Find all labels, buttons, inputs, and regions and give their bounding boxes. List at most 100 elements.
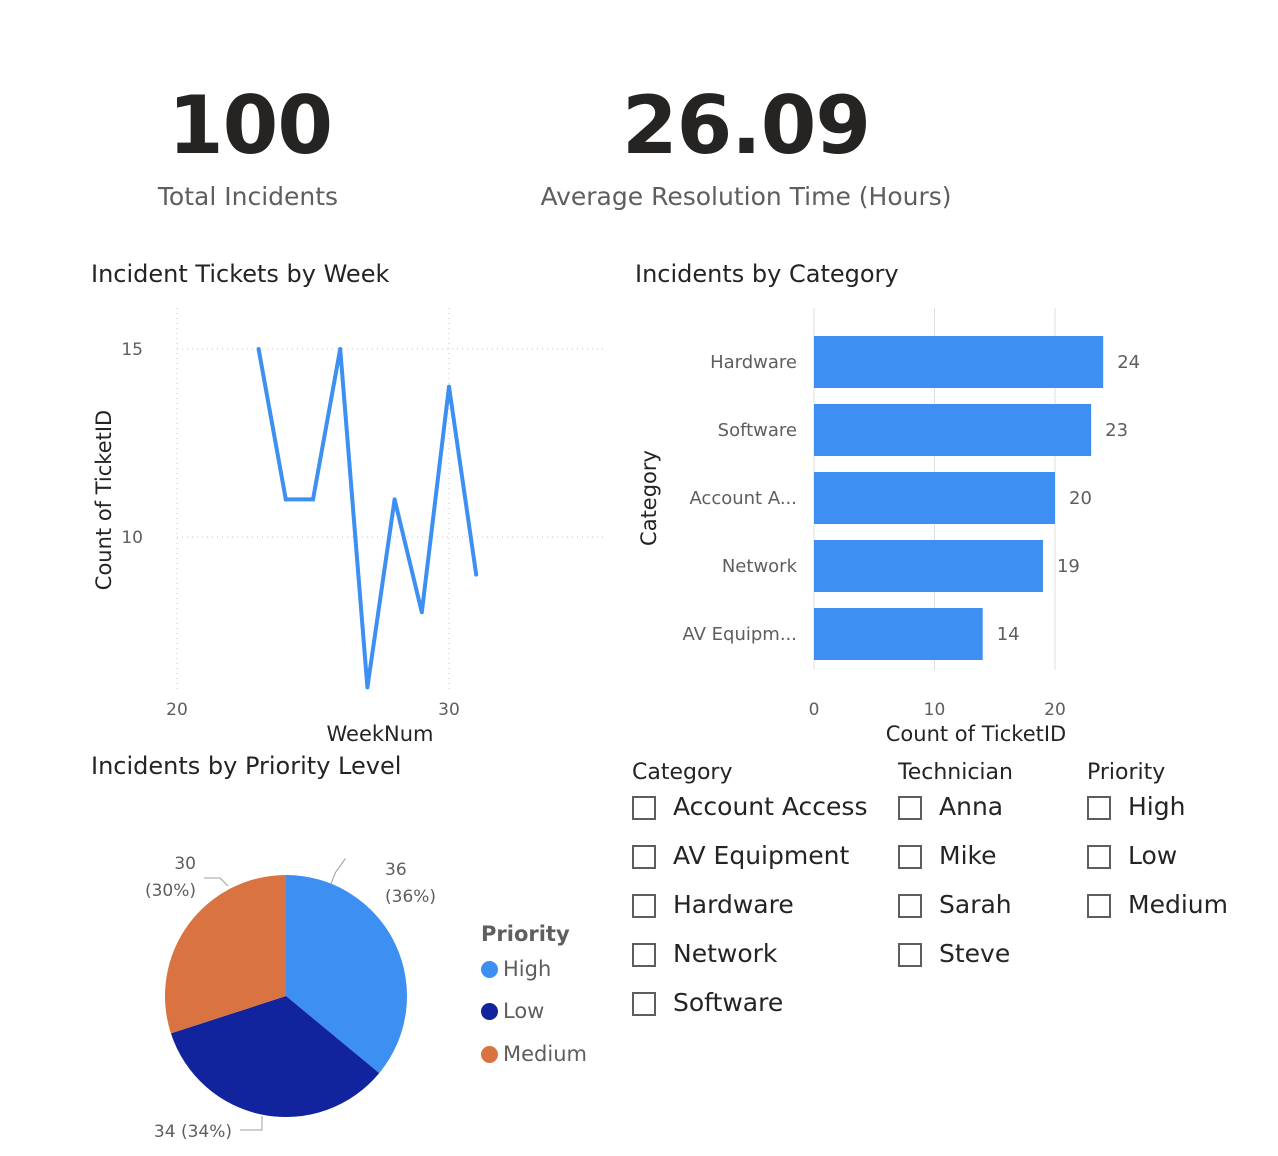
data-label: 24 xyxy=(1117,352,1140,373)
checkbox-icon[interactable] xyxy=(898,845,922,869)
line-point[interactable] xyxy=(447,384,451,389)
pie-data-label: (36%) xyxy=(385,887,436,907)
pie-data-label: 30 xyxy=(174,854,196,874)
slicer-item-label: Steve xyxy=(939,939,1011,968)
slicer-item-label: Low xyxy=(1128,841,1178,870)
slicer-item-label: Network xyxy=(673,939,778,968)
slicer-technician-header: Technician xyxy=(898,760,1013,785)
line-point[interactable] xyxy=(365,685,370,690)
line-point[interactable] xyxy=(338,347,343,351)
slicer-item-network[interactable]: Network xyxy=(632,939,867,988)
slicer-item-high[interactable]: High xyxy=(1087,792,1228,841)
slicer-item-account-access[interactable]: Account Access xyxy=(632,792,867,841)
slicer-item-low[interactable]: Low xyxy=(1087,841,1228,890)
kpi-label-total-incidents: Total Incidents xyxy=(157,182,339,211)
slicer-category[interactable]: Category Account Access AV Equipment Har… xyxy=(632,760,867,1037)
pie-chart-title: Incidents by Priority Level xyxy=(91,752,402,780)
slicer-technician[interactable]: Technician Anna Mike Sarah Steve xyxy=(898,760,1013,988)
pie-data-label: (30%) xyxy=(145,881,196,901)
slicer-priority[interactable]: Priority High Low Medium xyxy=(1087,760,1228,939)
checkbox-icon[interactable] xyxy=(632,943,656,967)
line-chart-title: Incident Tickets by Week xyxy=(91,260,390,288)
slicer-item-label: High xyxy=(1128,792,1186,821)
line-chart[interactable]: 20 30 10 15 WeekNum Count of TicketID xyxy=(80,300,610,755)
slicer-item-label: AV Equipment xyxy=(673,841,850,870)
x-tick-label: 20 xyxy=(166,700,188,720)
pie-leader-line xyxy=(204,877,229,887)
x-tick-label: 0 xyxy=(809,700,820,720)
x-tick-label: 20 xyxy=(1044,700,1066,720)
checkbox-icon[interactable] xyxy=(898,894,922,918)
y-tick-label: 10 xyxy=(121,528,143,548)
legend-dot-medium xyxy=(481,1045,498,1063)
slicer-item-mike[interactable]: Mike xyxy=(898,841,1013,890)
category-label: Software xyxy=(718,420,797,441)
pie-chart[interactable]: 36 (36%) 34 (34%) 30 (30%) xyxy=(80,790,480,1156)
slicer-item-medium[interactable]: Medium xyxy=(1087,890,1228,939)
slicer-item-software[interactable]: Software xyxy=(632,988,867,1037)
line-series[interactable] xyxy=(256,348,479,688)
pie-legend-title: Priority xyxy=(481,922,570,946)
checkbox-icon[interactable] xyxy=(1087,796,1111,820)
slicer-item-label: Sarah xyxy=(939,890,1012,919)
slicer-item-sarah[interactable]: Sarah xyxy=(898,890,1013,939)
pie-data-label: 34 (34%) xyxy=(154,1122,232,1142)
bar[interactable] xyxy=(814,336,1104,388)
data-label: 19 xyxy=(1057,556,1080,577)
legend-item-high[interactable]: High xyxy=(481,957,551,981)
slicer-item-av-equipment[interactable]: AV Equipment xyxy=(632,841,867,890)
checkbox-icon[interactable] xyxy=(898,796,922,820)
kpi-label-avg-resolution: Average Resolution Time (Hours) xyxy=(540,182,952,211)
category-label: AV Equipm... xyxy=(682,624,797,645)
slicer-priority-header: Priority xyxy=(1087,760,1166,785)
slicer-item-steve[interactable]: Steve xyxy=(898,939,1013,988)
y-axis-title: Category xyxy=(637,450,661,546)
pie-leader-line xyxy=(240,1116,263,1131)
x-axis-title: WeekNum xyxy=(326,722,433,746)
slicer-item-label: Hardware xyxy=(673,890,794,919)
bar[interactable] xyxy=(814,404,1092,456)
checkbox-icon[interactable] xyxy=(632,894,656,918)
line-point[interactable] xyxy=(283,497,288,502)
line-point[interactable] xyxy=(392,497,397,502)
checkbox-icon[interactable] xyxy=(632,796,656,820)
line-point[interactable] xyxy=(256,347,261,351)
x-tick-label: 30 xyxy=(438,700,460,720)
bar[interactable] xyxy=(814,472,1055,524)
legend-item-low[interactable]: Low xyxy=(481,999,544,1023)
legend-dot-high xyxy=(481,960,498,978)
x-tick-label: 10 xyxy=(924,700,946,720)
pie-slice-high[interactable] xyxy=(286,875,407,1074)
bar[interactable] xyxy=(814,608,983,660)
checkbox-icon[interactable] xyxy=(1087,894,1111,918)
slicer-category-header: Category xyxy=(632,760,733,785)
checkbox-icon[interactable] xyxy=(898,943,922,967)
bar[interactable] xyxy=(814,540,1043,592)
legend-dot-low xyxy=(481,1002,498,1020)
category-label: Network xyxy=(722,556,798,577)
legend-item-medium[interactable]: Medium xyxy=(481,1042,587,1066)
line-point[interactable] xyxy=(474,572,479,577)
line-point[interactable] xyxy=(419,610,424,615)
checkbox-icon[interactable] xyxy=(1087,845,1111,869)
slicer-item-hardware[interactable]: Hardware xyxy=(632,890,867,939)
pie-leader-line xyxy=(330,858,346,884)
pie-slice-low[interactable] xyxy=(170,996,380,1118)
checkbox-icon[interactable] xyxy=(632,845,656,869)
pie-slice-medium[interactable] xyxy=(164,875,286,1034)
data-label: 20 xyxy=(1069,488,1092,509)
slicer-item-anna[interactable]: Anna xyxy=(898,792,1013,841)
category-label: Account A... xyxy=(689,488,797,509)
kpi-value-total-incidents: 100 xyxy=(168,79,333,172)
slicer-item-label: Software xyxy=(673,988,784,1017)
checkbox-icon[interactable] xyxy=(632,992,656,1016)
kpi-value-avg-resolution: 26.09 xyxy=(621,79,871,172)
line-point[interactable] xyxy=(311,497,315,502)
category-label: Hardware xyxy=(710,352,797,373)
x-axis-title: Count of TicketID xyxy=(886,722,1066,746)
data-label: 23 xyxy=(1105,420,1128,441)
y-tick-label: 15 xyxy=(121,340,143,360)
bar-chart[interactable]: 0 10 20 Hardware 24 Software 23 Account A... 20 N… xyxy=(630,300,1190,755)
slicer-item-label: Medium xyxy=(1128,890,1228,919)
slicer-item-label: Anna xyxy=(939,792,1004,821)
